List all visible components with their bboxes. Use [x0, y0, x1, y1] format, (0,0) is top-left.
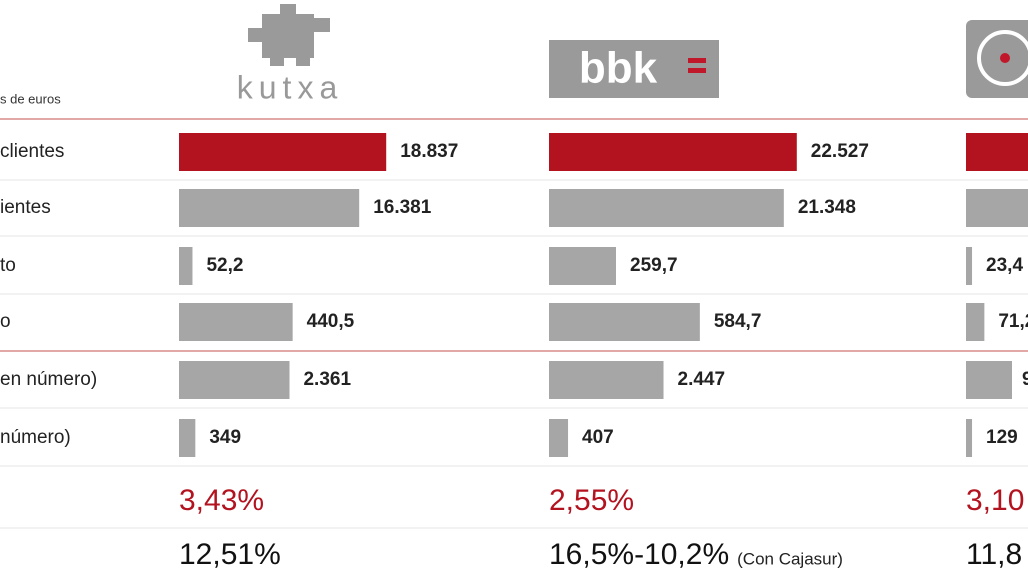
bank-logo: bbk: [579, 44, 658, 93]
bar: [179, 419, 196, 457]
bar-cropped: [966, 361, 1012, 399]
row-label: o: [0, 311, 11, 332]
bar: [966, 419, 973, 457]
ratio: 16,5%-10,2%: [549, 538, 729, 571]
bar-cropped: [966, 189, 1028, 227]
rate: 3,43%: [179, 484, 264, 517]
value-label: 18.837: [400, 141, 458, 162]
value-label: 52,2: [206, 255, 243, 276]
bar: [549, 303, 700, 341]
row-label: to: [0, 255, 16, 276]
value-label: 349: [209, 427, 241, 448]
rate: 3,10: [966, 484, 1024, 517]
bar: [549, 361, 664, 399]
bbk-logo-mark: [688, 68, 706, 73]
bar: [179, 303, 293, 341]
bank-logo-icon: [1000, 53, 1010, 63]
ratio: 12,51%: [179, 538, 281, 571]
bar: [549, 247, 617, 285]
bar: [549, 133, 797, 171]
kutxa-logo-icon: [248, 4, 330, 66]
bar: [966, 303, 985, 341]
row-label: número): [0, 427, 71, 448]
bbk-logo-mark: [688, 58, 706, 63]
bar: [966, 247, 973, 285]
rate: 2,55%: [549, 484, 634, 517]
value-label: 407: [582, 427, 614, 448]
bar-cropped: [966, 133, 1028, 171]
bank-logo: kutxa: [237, 69, 343, 105]
bar: [179, 361, 290, 399]
value-label: 71,2: [998, 311, 1028, 332]
row-label: en número): [0, 369, 97, 390]
value-label: 259,7: [630, 255, 678, 276]
row-label: clientes: [0, 141, 64, 162]
bank-logo-box: [966, 20, 1028, 98]
value-label: 16.381: [373, 197, 432, 218]
unit-note: s de euros: [0, 91, 61, 106]
value-label: 440,5: [307, 311, 355, 332]
value-label: 23,4: [986, 255, 1023, 276]
value-label: 22.527: [811, 141, 869, 162]
value-label: 21.348: [798, 197, 856, 218]
ratio: 11,8: [966, 538, 1022, 571]
value-label: 584,7: [714, 311, 762, 332]
value-label: 9: [1022, 369, 1028, 390]
bar: [549, 419, 569, 457]
ratio-note: (Con Cajasur): [737, 549, 843, 568]
bar: [179, 247, 193, 285]
bar: [179, 189, 360, 227]
row-label: ientes: [0, 197, 51, 218]
bar: [179, 133, 387, 171]
value-label: 2.361: [303, 369, 351, 390]
value-label: 129: [986, 427, 1018, 448]
value-label: 2.447: [678, 369, 726, 390]
bank-logo-icon: [977, 30, 1028, 86]
bar: [549, 189, 784, 227]
